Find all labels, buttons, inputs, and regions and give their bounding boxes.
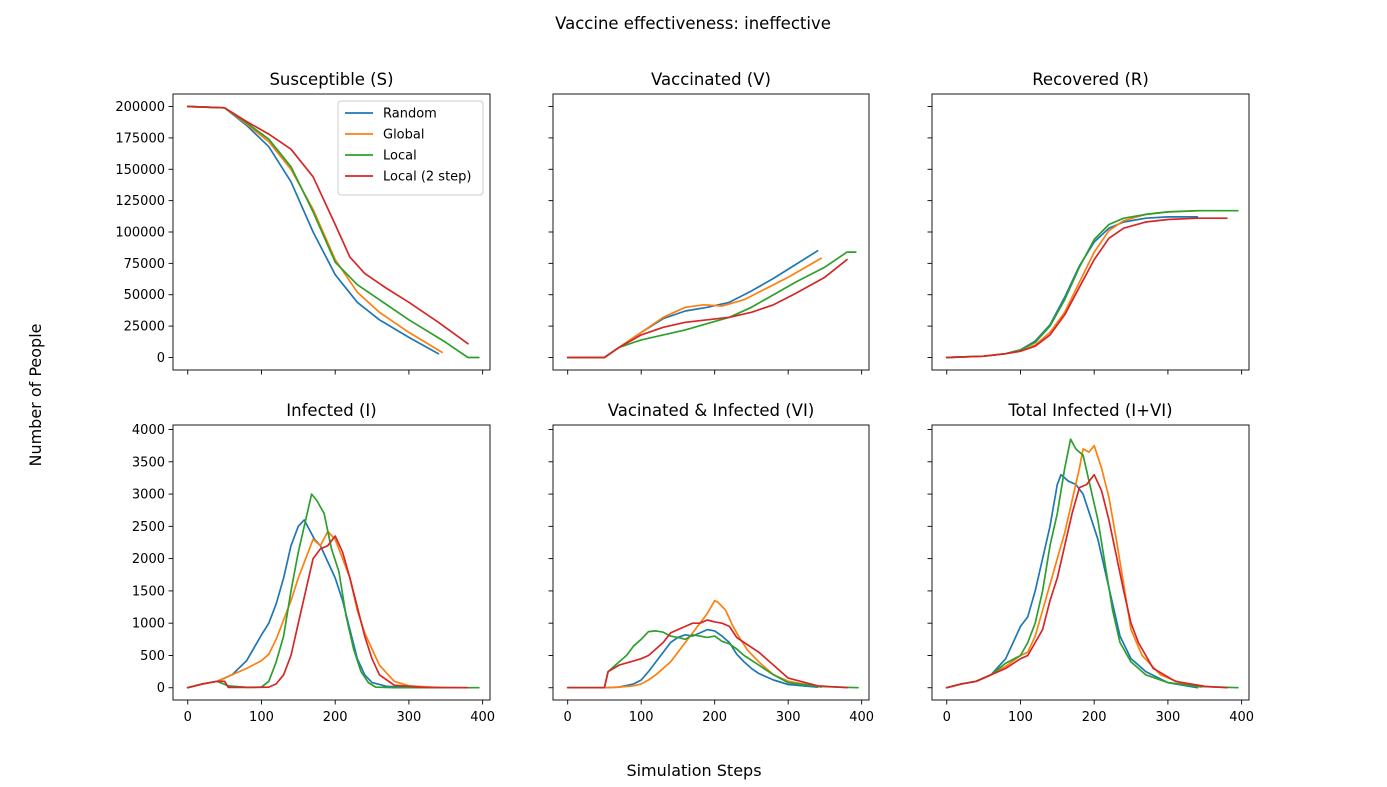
series-line-local [945, 209, 1239, 359]
x-tick-label: 400 [849, 710, 874, 725]
axes-frame [931, 93, 1250, 371]
y-tick-label: 100000 [115, 226, 165, 241]
legend-entry: Random [345, 107, 437, 122]
legend-box [337, 100, 484, 196]
x-tick-label: 200 [1082, 710, 1107, 725]
panel-1: 0 25000 50000 75000 100000 125000 150000 175000… [115, 70, 491, 375]
series-line-random [186, 519, 440, 689]
axes-frame [931, 424, 1250, 701]
x-tick-label: 100 [629, 710, 654, 725]
y-tick-label: 0 [157, 351, 165, 366]
series-line-global [945, 444, 1202, 689]
legend-entry: Global [345, 128, 424, 143]
y-tick-label: 4000 [132, 423, 165, 438]
panel-title: Infected (I) [286, 401, 376, 420]
legend: Random Global Local Local (2 step) [337, 100, 484, 196]
panel-2: Vaccinated (V) [548, 70, 870, 375]
y-tick-label: 200000 [115, 100, 165, 115]
series-line-random [945, 216, 1199, 359]
figure-suptitle: Vaccine effectiveness: ineffective [555, 14, 831, 33]
y-tick-label: 1500 [132, 584, 165, 599]
x-tick-label: 0 [943, 710, 951, 725]
y-tick-label: 3000 [132, 488, 165, 503]
legend-label: Global [383, 128, 424, 143]
series-line-local-2-step [186, 105, 469, 345]
panel-5: 0 100 200 300 400 Vacinated & Infected (VI) [548, 401, 874, 725]
series-line-local-2-step [945, 473, 1228, 689]
series-line-local-2-step [186, 535, 469, 689]
x-tick-label: 200 [323, 710, 348, 725]
legend-label: Local (2 step) [383, 170, 472, 185]
legend-entry: Local [345, 149, 417, 164]
panel-4: 0 100 200 300 400050010001500200025003000350… [132, 401, 495, 725]
x-tick-label: 100 [1008, 710, 1033, 725]
x-tick-label: 400 [470, 710, 495, 725]
panel-title: Total Infected (I+VI) [1007, 401, 1172, 420]
series-line-local-2-step [945, 217, 1228, 359]
x-tick-label: 200 [702, 710, 727, 725]
y-tick-label: 125000 [115, 194, 165, 209]
x-tick-label: 300 [1155, 710, 1180, 725]
series-line-local [186, 105, 480, 359]
axes-frame [552, 93, 870, 371]
series-line-global [186, 530, 443, 689]
y-tick-label: 3500 [132, 455, 165, 470]
figure-xlabel: Simulation Steps [626, 761, 761, 780]
series-line-local [186, 493, 480, 689]
y-tick-label: 2000 [132, 552, 165, 567]
panels: 0250005000075000100000125000150000175000… [115, 70, 1254, 725]
legend-entry: Local (2 step) [345, 170, 472, 185]
axes-frame [172, 424, 491, 701]
series-line-local-2-step [566, 619, 848, 689]
x-tick-label: 100 [249, 710, 274, 725]
panel-title: Vacinated & Infected (VI) [608, 401, 815, 420]
legend-label: Random [383, 107, 437, 122]
y-tick-label: 1000 [132, 617, 165, 632]
axes-frame [552, 424, 870, 701]
series-line-random [566, 628, 819, 689]
panel-6: 0 100 200 300 400 Total Infected (I+VI) [927, 401, 1254, 725]
x-tick-label: 0 [564, 710, 572, 725]
series-line-local [945, 438, 1239, 689]
panel-title: Recovered (R) [1032, 70, 1149, 89]
y-tick-label: 75000 [124, 257, 165, 272]
x-tick-label: 400 [1229, 710, 1254, 725]
series-line-local-2-step [566, 258, 848, 359]
series-line-random [945, 473, 1199, 689]
figure-ylabel: Number of People [26, 323, 45, 466]
series-line-global [945, 209, 1202, 359]
series-line-random [566, 249, 819, 359]
y-tick-label: 2500 [132, 520, 165, 535]
legend-label: Local [383, 149, 417, 164]
y-tick-label: 0 [157, 681, 165, 696]
y-tick-label: 25000 [124, 320, 165, 335]
x-tick-label: 300 [396, 710, 421, 725]
x-tick-label: 0 [184, 710, 192, 725]
y-tick-label: 175000 [115, 131, 165, 146]
series-line-local [566, 630, 859, 689]
panel-3: Recovered (R) [927, 70, 1250, 375]
series-line-global [566, 599, 823, 689]
panel-title: Vaccinated (V) [651, 70, 771, 89]
y-tick-label: 50000 [124, 288, 165, 303]
panel-title: Susceptible (S) [269, 70, 393, 89]
y-tick-label: 500 [140, 649, 165, 664]
y-tick-label: 150000 [115, 163, 165, 178]
x-tick-label: 300 [776, 710, 801, 725]
